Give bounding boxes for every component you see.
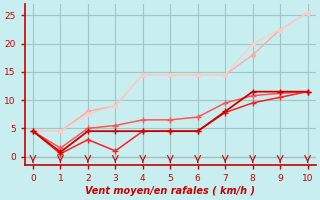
X-axis label: Vent moyen/en rafales ( km/h ): Vent moyen/en rafales ( km/h ) [85, 186, 255, 196]
